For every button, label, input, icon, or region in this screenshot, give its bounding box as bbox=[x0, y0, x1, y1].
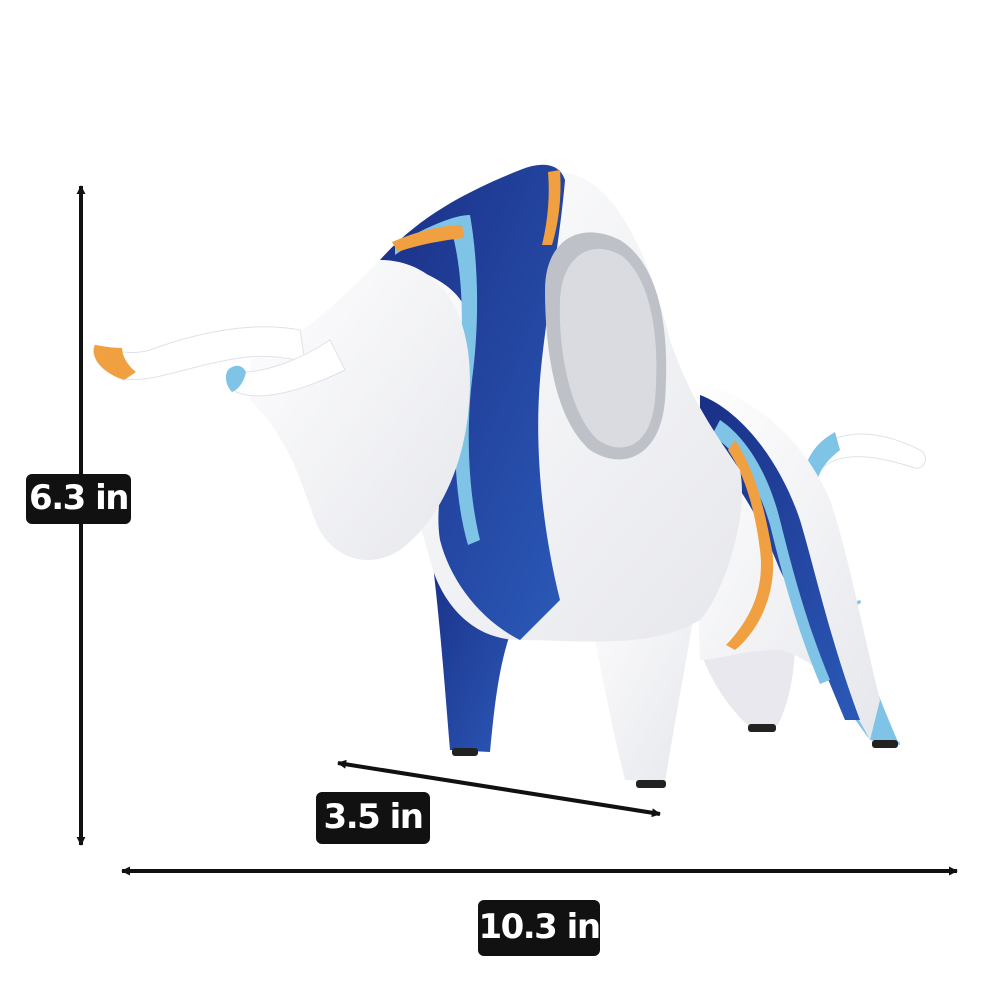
depth-arrow bbox=[337, 759, 661, 818]
width-label: 10.3 in bbox=[478, 900, 601, 956]
depth-label: 3.5 in bbox=[316, 792, 430, 844]
bull-figurine-icon bbox=[93, 164, 926, 788]
height-label: 6.3 in bbox=[26, 474, 131, 524]
